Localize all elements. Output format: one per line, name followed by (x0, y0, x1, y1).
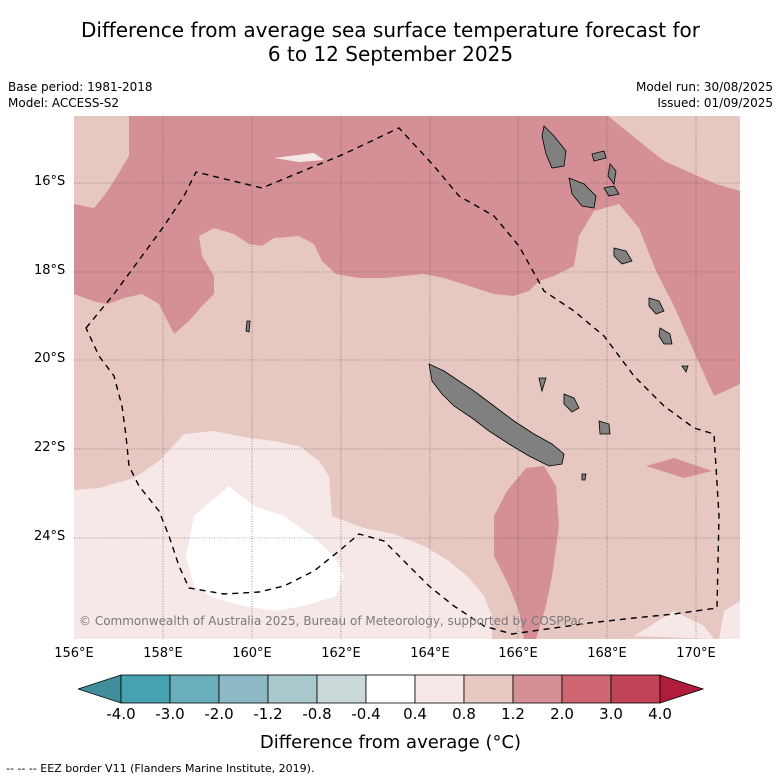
chesterfield-islets (245, 320, 251, 333)
colorbar-segment (267, 674, 318, 704)
colorbar-tick: 0.4 (403, 705, 427, 723)
colorbar-tick: -2.0 (204, 705, 234, 723)
copyright-notice: © Commonwealth of Australia 2025, Bureau… (79, 614, 585, 628)
colorbar-svg (76, 674, 705, 704)
vanuatu-erromango (648, 297, 665, 315)
model-run: Model run: 30/08/2025 (635, 80, 773, 94)
colorbar-tick: 3.0 (599, 705, 623, 723)
colorbar-tick: -0.8 (302, 705, 332, 723)
new-caledonia (428, 363, 565, 467)
colorbar-label: Difference from average (°C) (259, 732, 522, 753)
colorbar-segment (218, 674, 269, 704)
colorbar-segment (169, 674, 220, 704)
vanuatu-espiritu-santo (541, 125, 567, 169)
vanuatu-malakula (568, 177, 597, 209)
lat-label-22s: 22°S (34, 440, 66, 455)
chart-title: Difference from average sea surface temp… (0, 18, 781, 66)
colorbar-tick: -1.2 (253, 705, 283, 723)
lon-label-158e: 158°E (143, 646, 183, 661)
small-island (681, 365, 689, 373)
colorbar-tick: 4.0 (648, 705, 672, 723)
colorbar-tick: 2.0 (550, 705, 574, 723)
vanuatu-tanna (658, 327, 673, 345)
colorbar-segment (512, 674, 563, 704)
isle-of-pines (581, 473, 587, 481)
map-svg (74, 116, 740, 639)
vanuatu-island-2 (607, 163, 617, 186)
colorbar-segment (414, 674, 465, 704)
model-name: Model: ACCESS-S2 (8, 96, 120, 110)
colorbar-tick: -0.4 (351, 705, 381, 723)
colorbar-tick: -4.0 (106, 705, 136, 723)
issued-date: Issued: 01/09/2025 (657, 96, 773, 110)
eez-footnote: -- -- -- EEZ border V11 (Flanders Marine… (6, 762, 315, 775)
title-line-1: Difference from average sea surface temp… (80, 18, 700, 42)
anomaly-band-0.4-0.8-se2 (719, 601, 740, 639)
lon-label-156e: 156°E (54, 646, 94, 661)
map-panel (74, 116, 740, 639)
colorbar-extend-low (76, 674, 122, 704)
title-line-2: 6 to 12 September 2025 (267, 42, 514, 66)
anomaly-band-1.2-2.0-south (494, 466, 559, 639)
lon-label-164e: 164°E (410, 646, 450, 661)
lat-label-18s: 18°S (34, 263, 66, 278)
eez-border (85, 127, 720, 635)
colorbar-tick: 1.2 (501, 705, 525, 723)
base-period: Base period: 1981-2018 (8, 80, 153, 94)
lon-label-162e: 162°E (321, 646, 361, 661)
lon-label-170e: 170°E (676, 646, 716, 661)
loyalty-islands-mare (598, 420, 611, 435)
loyalty-islands-ouvea (538, 377, 547, 393)
colorbar-extend-high (659, 674, 705, 704)
anomaly-band-neutral (186, 486, 344, 611)
meta-right: Model run: 30/08/2025 Issued: 01/09/2025 (636, 79, 773, 111)
anomaly-band-0.4-0.8-patch (274, 153, 324, 162)
colorbar-segment (120, 674, 171, 704)
lon-label-166e: 166°E (498, 646, 538, 661)
loyalty-islands-lifou (563, 393, 580, 413)
vanuatu-island-1 (591, 150, 607, 162)
colorbar-segment (610, 674, 661, 704)
vanuatu-island-3 (603, 185, 620, 197)
colorbar-segment (561, 674, 612, 704)
colorbar (76, 674, 705, 704)
colorbar-segment (316, 674, 367, 704)
lat-label-20s: 20°S (34, 351, 66, 366)
anomaly-band-1.2-2.0-east (646, 458, 712, 478)
lat-label-16s: 16°S (34, 174, 66, 189)
vanuatu-efate (613, 247, 633, 265)
meta-left: Base period: 1981-2018 Model: ACCESS-S2 (8, 79, 153, 111)
colorbar-tick: -3.0 (155, 705, 185, 723)
graticule (74, 116, 740, 639)
land-masses (245, 125, 689, 481)
anomaly-band-0.4-0.8-se (634, 611, 714, 639)
colorbar-tick: 0.8 (452, 705, 476, 723)
lon-label-168e: 168°E (587, 646, 627, 661)
lon-label-160e: 160°E (232, 646, 272, 661)
colorbar-segment (463, 674, 514, 704)
colorbar-segment (365, 674, 416, 704)
lat-label-24s: 24°S (34, 529, 66, 544)
